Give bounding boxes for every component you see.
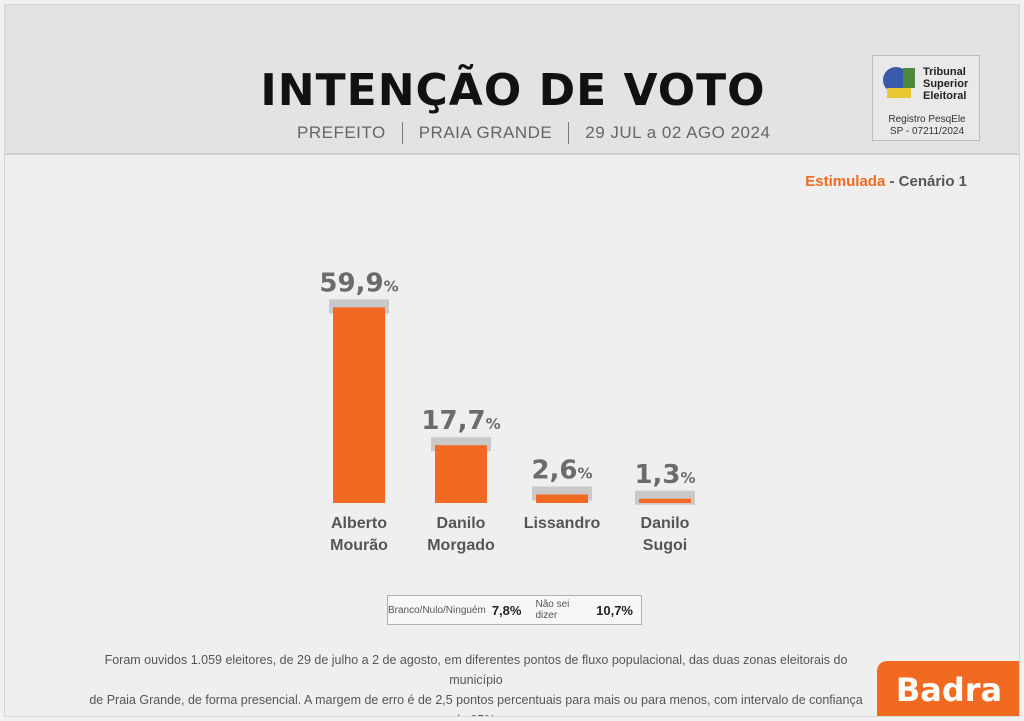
divider bbox=[568, 122, 570, 144]
blank-value: 7,8% bbox=[491, 602, 522, 618]
brand-logo: Badra bbox=[877, 661, 1019, 716]
bar bbox=[435, 445, 487, 503]
tse-registration: Registro PesqEle SP - 07211/2024 bbox=[873, 114, 981, 138]
other-responses-box: Branco/Nulo/Ninguém 7,8% Não sei dizer 1… bbox=[387, 595, 642, 625]
scenario-name: - Cenário 1 bbox=[885, 173, 967, 190]
category-label: Danilo Morgado bbox=[427, 515, 495, 554]
page-title: INTENÇÃO DE VOTO bbox=[260, 65, 766, 116]
tse-name: Tribunal Superior Eleitoral bbox=[923, 66, 979, 102]
bar bbox=[639, 498, 691, 503]
blank-label: Branco/Nulo/Ninguém bbox=[388, 604, 486, 616]
bar-value-label: 59,9% bbox=[319, 268, 398, 298]
bar-value-label: 2,6% bbox=[531, 456, 592, 486]
scenario-label: Estimulada - Cenário 1 bbox=[805, 173, 967, 190]
divider bbox=[401, 122, 403, 144]
methodology-line: Foram ouvidos 1.059 eleitores, de 29 de … bbox=[104, 653, 848, 687]
category-label: Alberto Mourão bbox=[330, 515, 388, 554]
header: INTENÇÃO DE VOTO PREFEITO PRAIA GRANDE 2… bbox=[5, 5, 1019, 155]
city-label: PRAIA GRANDE bbox=[418, 123, 553, 142]
tse-name-line: Tribunal bbox=[923, 66, 966, 78]
registration-number: SP - 07211/2024 bbox=[889, 126, 965, 137]
bar bbox=[536, 494, 588, 503]
tse-registration-badge: Tribunal Superior Eleitoral Registro Pes… bbox=[872, 55, 980, 141]
tse-logo-icon bbox=[881, 64, 917, 100]
bar bbox=[333, 307, 385, 503]
undecided-label: Não sei dizer bbox=[535, 599, 570, 621]
scenario-type: Estimulada bbox=[805, 173, 886, 190]
category-label: Danilo Sugoi bbox=[641, 515, 690, 554]
tse-name-line: Eleitoral bbox=[923, 90, 967, 102]
tse-name-line: Superior bbox=[923, 78, 969, 90]
bar-chart: 59,9% Alberto Mourão 17,7% Danilo Morgado 2,6%… bbox=[319, 268, 695, 554]
poll-card: INTENÇÃO DE VOTO PREFEITO PRAIA GRANDE 2… bbox=[4, 4, 1020, 717]
office-label: PREFEITO bbox=[297, 123, 386, 142]
methodology-line: de Praia Grande, de forma presencial. A … bbox=[89, 693, 863, 716]
category-label: Lissandro bbox=[524, 515, 601, 532]
subtitle: PREFEITO PRAIA GRANDE 29 JUL a 02 AGO 20… bbox=[297, 122, 770, 144]
bar-value-label: 1,3% bbox=[634, 460, 695, 490]
methodology-note: Foram ouvidos 1.059 eleitores, de 29 de … bbox=[81, 650, 871, 716]
registration-label: Registro PesqEle bbox=[888, 114, 966, 125]
bar-value-label: 17,7% bbox=[421, 406, 500, 436]
period-label: 29 JUL a 02 AGO 2024 bbox=[585, 123, 771, 142]
undecided-value: 10,7% bbox=[596, 602, 633, 618]
